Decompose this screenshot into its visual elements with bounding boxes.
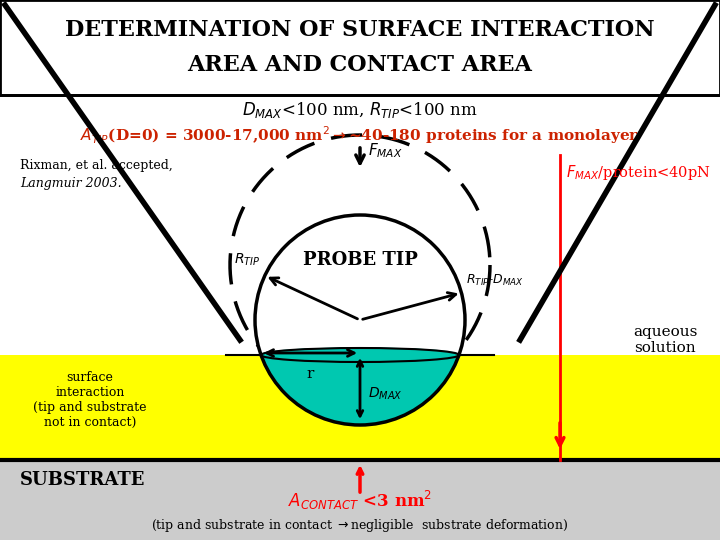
- Text: $F_{MAX}$/protein<40pN: $F_{MAX}$/protein<40pN: [566, 163, 711, 181]
- Text: $A_{TIP}$(D=0) = 3000-17,000 nm$^2$$\rightarrow$~40-180 proteins for a monolayer: $A_{TIP}$(D=0) = 3000-17,000 nm$^2$$\rig…: [81, 124, 639, 146]
- Bar: [0, 460, 720, 540]
- Text: AREA AND CONTACT AREA: AREA AND CONTACT AREA: [188, 54, 532, 76]
- Text: SUBSTRATE: SUBSTRATE: [20, 471, 145, 489]
- Text: $D_{MAX}$<100 nm, $R_{TIP}$<100 nm: $D_{MAX}$<100 nm, $R_{TIP}$<100 nm: [242, 100, 478, 120]
- Bar: [0, 355, 720, 460]
- Text: DETERMINATION OF SURFACE INTERACTION: DETERMINATION OF SURFACE INTERACTION: [66, 19, 654, 41]
- Text: $F_{MAX}$: $F_{MAX}$: [368, 141, 402, 160]
- Text: PROBE TIP: PROBE TIP: [302, 251, 418, 269]
- Text: $R_{TIP}$: $R_{TIP}$: [233, 251, 260, 268]
- Text: (tip and substrate in contact $\rightarrow$negligible  substrate deformation): (tip and substrate in contact $\rightarr…: [151, 516, 569, 534]
- Text: $D_{MAX}$: $D_{MAX}$: [368, 386, 402, 402]
- Text: surface
interaction
(tip and substrate
not in contact): surface interaction (tip and substrate n…: [33, 371, 147, 429]
- Bar: [0, 0, 720, 95]
- Ellipse shape: [261, 348, 459, 362]
- Text: $R_{TIP}$-$D_{MAX}$: $R_{TIP}$-$D_{MAX}$: [467, 273, 524, 288]
- Text: Langmuir 2003.: Langmuir 2003.: [20, 177, 122, 190]
- Text: Rixman, et al. accepted,: Rixman, et al. accepted,: [20, 159, 173, 172]
- Text: aqueous
solution: aqueous solution: [633, 325, 697, 355]
- Text: $A_{CONTACT}$ <3 nm$^2$: $A_{CONTACT}$ <3 nm$^2$: [288, 489, 432, 511]
- Bar: [0, 95, 720, 355]
- Polygon shape: [261, 355, 459, 425]
- Text: r: r: [307, 367, 314, 381]
- Circle shape: [255, 215, 465, 425]
